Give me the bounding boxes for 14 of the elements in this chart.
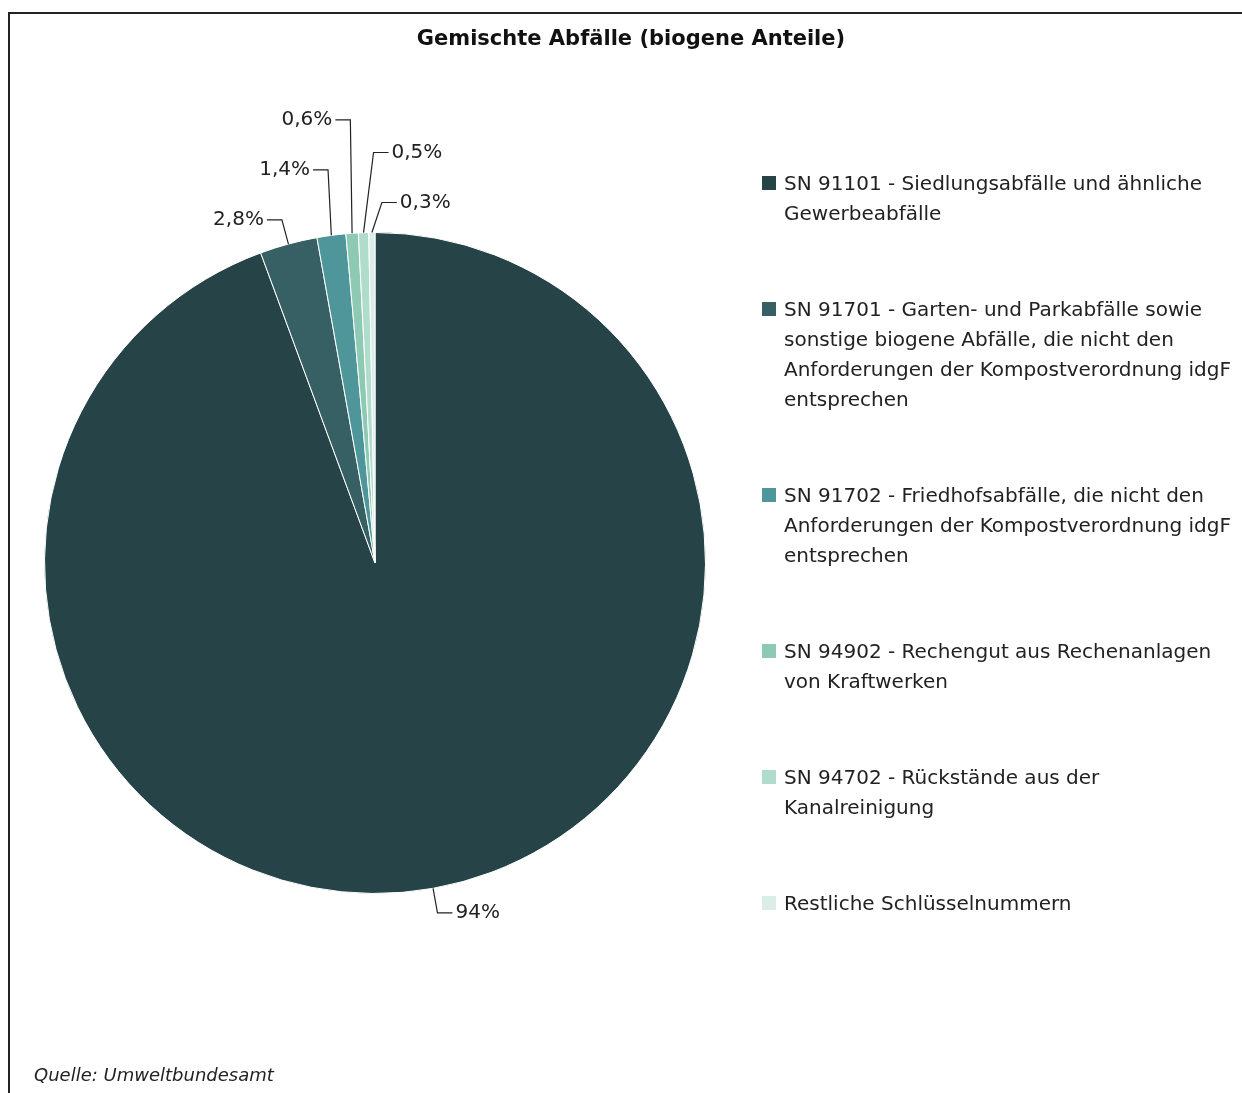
data-label: 0,5% bbox=[391, 138, 443, 163]
data-label: 1,4% bbox=[259, 156, 311, 181]
data-label: 2,8% bbox=[213, 206, 264, 231]
legend-label: SN 94702 - Rückstände aus der Kanalreinigung bbox=[784, 764, 1101, 821]
legend-label: SN 91701 - Garten- und Parkabfälle sowie sonstige biogene Abfälle, die nicht den Anforderungen der Kompostverordnung idgF entsprechen bbox=[784, 296, 1232, 413]
data-label: 0,3% bbox=[399, 188, 451, 213]
chart-title: Gemischte Abfälle (biogene Anteile) bbox=[415, 26, 847, 50]
legend-label: SN 94902 - Rechengut aus Rechenanlagen von Kraftwerken bbox=[784, 638, 1213, 695]
data-label: 94% bbox=[455, 899, 500, 924]
legend-label: Restliche Schlüsselnummern bbox=[784, 890, 1072, 917]
data-label: 0,6% bbox=[281, 106, 333, 131]
source-note: Quelle: Umweltbundesamt bbox=[34, 1064, 274, 1085]
legend-label: SN 91702 - Friedhofsabfälle, die nicht den Anforderungen der Kompostverordnung idgF entsprechen bbox=[784, 482, 1232, 569]
legend-label: SN 91101 - Siedlungsabfälle und ähnliche Gewerbeabfälle bbox=[784, 170, 1203, 227]
